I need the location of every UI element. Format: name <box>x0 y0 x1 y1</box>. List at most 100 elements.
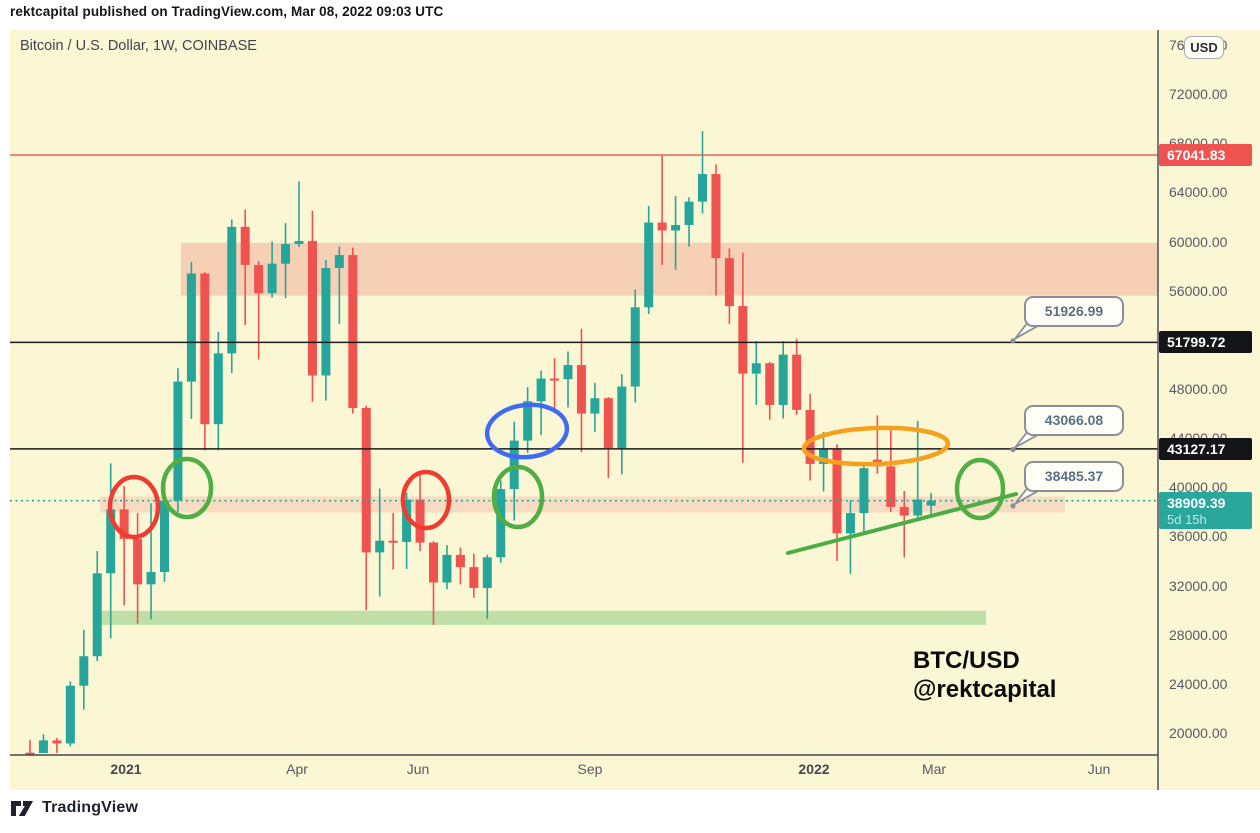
published-byline: rektcapital published on TradingView.com… <box>10 4 444 19</box>
price-tick-label: 60000.00 <box>1169 233 1228 250</box>
candle-body <box>496 489 506 558</box>
watermark-symbol: BTC/USD <box>913 647 1020 674</box>
callout-anchor-dot <box>1010 338 1016 344</box>
candle-body <box>92 573 102 657</box>
candle-body <box>482 557 492 589</box>
support-trendline[interactable] <box>786 492 1018 555</box>
candle-body <box>200 273 210 425</box>
candle-body <box>778 354 788 405</box>
candle-body <box>213 353 223 425</box>
circle-green-2[interactable] <box>491 464 545 530</box>
candle-body <box>684 201 694 225</box>
time-tick-label: Jun <box>406 761 430 777</box>
candle-body <box>361 408 371 553</box>
time-tick-label: 2022 <box>798 761 830 777</box>
symbol-title[interactable]: Bitcoin / U.S. Dollar, 1W, COINBASE <box>20 38 257 54</box>
bar-countdown: 5d 15h <box>1167 511 1207 527</box>
candle-body <box>52 740 62 744</box>
price-tick-label: 72000.00 <box>1169 86 1228 103</box>
candle-body <box>79 656 89 686</box>
tradingview-logo-icon <box>11 800 33 816</box>
time-tick-label: Sep <box>577 761 603 777</box>
price-tick-label: 48000.00 <box>1169 381 1228 397</box>
candle-body <box>348 255 358 409</box>
candle-body <box>711 174 721 259</box>
candle-body <box>576 365 586 414</box>
price-tick-label: 28000.00 <box>1169 626 1228 643</box>
candle-body <box>469 567 479 589</box>
candle-body <box>509 440 519 490</box>
candle-body <box>792 354 802 410</box>
candle-body <box>106 509 116 574</box>
candle-body <box>455 554 465 568</box>
resistance-zone[interactable] <box>181 242 1158 296</box>
candle-body <box>913 499 923 516</box>
candle-body <box>751 363 761 374</box>
circle-green-3[interactable] <box>954 457 1006 521</box>
price-tick-label: 20000.00 <box>1169 725 1228 741</box>
candle-body <box>281 244 291 264</box>
currency-toggle-button[interactable]: USD <box>1184 36 1224 59</box>
time-tick-label: Apr <box>286 761 308 777</box>
price-tick-label: 36000.00 <box>1169 528 1228 545</box>
price-note-callout[interactable]: 38485.37 <box>1024 460 1124 492</box>
chart-watermark: BTC/USD @rektcapital <box>913 646 1056 704</box>
callout-anchor-dot <box>1010 503 1016 509</box>
time-tick-label: Jun <box>1087 761 1111 777</box>
candle-body <box>267 263 277 294</box>
circle-blue[interactable] <box>484 401 570 461</box>
candle-body <box>294 240 304 245</box>
circle-red-1[interactable] <box>107 474 161 540</box>
level-price-tag: 43127.17 <box>1159 437 1252 460</box>
tradingview-wordmark: TradingView <box>42 799 139 816</box>
circle-red-2[interactable] <box>400 469 452 531</box>
candle-body <box>415 499 425 543</box>
candle-body <box>334 255 344 268</box>
current-price-tag: 38909.39 5d 15h <box>1159 491 1252 529</box>
price-tick-label: 24000.00 <box>1169 675 1228 692</box>
candle-body <box>845 513 855 534</box>
candle-body <box>429 542 438 583</box>
candle-body <box>38 740 48 753</box>
candle-body <box>563 365 573 380</box>
candle-body <box>402 499 412 542</box>
candle-body <box>536 378 546 402</box>
candle-body <box>603 398 613 448</box>
candle-body <box>321 267 331 376</box>
candle-body <box>886 466 896 507</box>
candle-body <box>724 258 734 307</box>
time-tick-label: 2021 <box>110 761 142 777</box>
candle-body <box>254 264 264 294</box>
candle-body <box>442 554 452 583</box>
candle-body <box>644 222 654 308</box>
candle-body <box>926 500 936 506</box>
candle-body <box>899 506 909 516</box>
tradingview-footer: TradingView <box>10 799 138 817</box>
price-tick-label: 40000.00 <box>1169 479 1228 496</box>
candle-body <box>160 500 169 573</box>
candle-body <box>630 307 640 387</box>
watermark-handle: @rektcapital <box>913 676 1057 703</box>
callout-anchor-dot <box>1010 447 1016 453</box>
price-tick-label: 32000.00 <box>1169 577 1228 594</box>
candle-body <box>119 509 129 539</box>
candle-body <box>765 363 775 405</box>
candle-body <box>738 306 748 374</box>
level-price-tag: 51799.72 <box>1159 331 1252 354</box>
candle-body <box>671 224 681 231</box>
price-note-callout[interactable]: 43066.08 <box>1024 404 1124 436</box>
price-tick-label: 56000.00 <box>1169 282 1228 299</box>
candle-body <box>657 222 667 231</box>
price-note-callout[interactable]: 51926.99 <box>1024 295 1124 327</box>
level-price-tag: 67041.83 <box>1159 144 1252 167</box>
candle-body <box>832 449 842 534</box>
circle-orange[interactable] <box>801 425 951 467</box>
candle-body <box>173 381 183 501</box>
candle-body <box>227 226 237 354</box>
demand-zone[interactable] <box>100 610 986 625</box>
candle-body <box>550 378 560 381</box>
candle-body <box>307 240 317 376</box>
circle-green-1[interactable] <box>160 456 214 520</box>
